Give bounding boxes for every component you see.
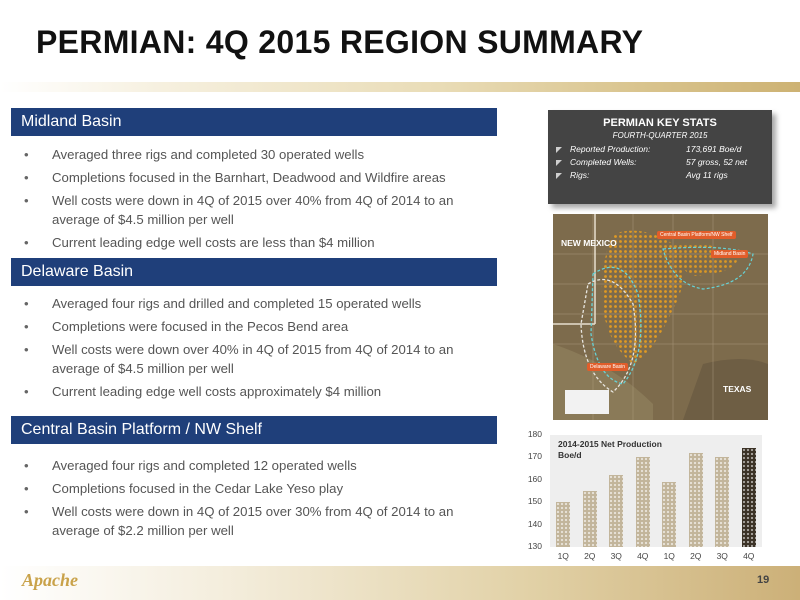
x-tick-label: 4Q <box>743 551 755 561</box>
bullet-icon: • <box>24 384 29 399</box>
bullet-icon: • <box>24 147 29 162</box>
y-tick-label: 140 <box>527 518 542 529</box>
key-stats-subtitle: FOURTH-QUARTER 2015 <box>612 131 708 140</box>
list-item: • Current leading edge well costs approxi… <box>24 384 382 399</box>
y-tick-label: 160 <box>527 473 542 484</box>
page-number: 19 <box>757 574 770 586</box>
bullet-icon: • <box>24 170 29 185</box>
section-header-midland: Midland Basin <box>11 108 497 136</box>
page-title: PERMIAN: 4Q 2015 REGION SUMMARY <box>36 24 644 60</box>
bar <box>662 482 677 547</box>
bar <box>556 502 571 547</box>
y-tick-label: 180 <box>527 429 542 439</box>
x-tick-label: 1Q <box>557 551 569 561</box>
bar <box>741 448 756 547</box>
bullet-icon: • <box>24 235 29 250</box>
map-tag-cbp: Central Basin Platform/NW Shelf <box>657 231 736 239</box>
chart-title: 2014-2015 Net Production Boe/d <box>558 439 662 460</box>
section-header-cbp: Central Basin Platform / NW Shelf <box>11 416 497 444</box>
key-stat-row: Reported Production: 173,691 Boe/d <box>548 144 772 157</box>
title-divider <box>0 82 800 92</box>
x-tick-label: 3Q <box>610 551 622 561</box>
key-stat-label: Rigs: <box>570 170 590 180</box>
list-item: • Completions were focused in the Pecos B… <box>24 319 349 334</box>
x-tick-label: 2Q <box>690 551 702 561</box>
bar <box>609 475 624 547</box>
key-stat-row: Rigs: Avg 11 rigs <box>548 170 772 183</box>
bar <box>582 491 597 547</box>
footer-band <box>0 566 800 600</box>
list-item: • Completions focused in the Cedar Lake Y… <box>24 481 344 496</box>
x-tick-label: 4Q <box>637 551 649 561</box>
bullet-icon: • <box>24 504 29 519</box>
bullet-icon: • <box>24 319 29 334</box>
list-item: • Averaged four rigs and drilled and comp… <box>24 296 422 311</box>
production-bar-chart: 2014-2015 Net Production Boe/d 130 140 150… <box>520 425 772 565</box>
key-stats-title: PERMIAN KEY STATS <box>603 117 717 129</box>
list-item: • Well costs were down in 4Q of 2015 over… <box>24 504 454 538</box>
triangle-bullet-icon <box>556 173 562 179</box>
list-item: • Well costs were down in 4Q of 2015 over… <box>24 193 454 227</box>
x-tick-label: 2Q <box>584 551 596 561</box>
y-tick-label: 150 <box>527 496 542 507</box>
company-logo: Apache <box>22 570 78 590</box>
list-item: • Completions focused in the Barnhart, De… <box>24 170 446 185</box>
bullet-icon: • <box>24 458 29 473</box>
map-graphic <box>553 214 768 420</box>
list-item: • Averaged three rigs and completed 30 op… <box>24 147 365 162</box>
map-label-new-mexico: NEW MEXICO <box>561 238 617 248</box>
map-tag-delaware: Delaware Basin <box>587 363 629 371</box>
list-item: • Averaged four rigs and completed 12 ope… <box>24 458 357 473</box>
triangle-bullet-icon <box>556 147 562 153</box>
key-stat-label: Reported Production: <box>570 144 651 154</box>
bar <box>635 457 650 547</box>
bullet-list-cbp: • Averaged four rigs and completed 12 ope… <box>22 456 492 544</box>
key-stat-value: Avg 11 rigs <box>686 170 728 180</box>
bullet-icon: • <box>24 481 29 496</box>
key-stat-row: Completed Wells: 57 gross, 52 net <box>548 157 772 170</box>
y-tick-label: 170 <box>527 451 542 462</box>
bar <box>688 452 703 547</box>
section-header-delaware: Delaware Basin <box>11 258 497 286</box>
x-tick-label: 3Q <box>716 551 728 561</box>
permian-map: NEW MEXICO TEXAS Central Basin Platform/… <box>553 214 768 420</box>
list-item: • Current leading edge well costs are les… <box>24 235 375 250</box>
bullet-icon: • <box>24 296 29 311</box>
map-legend <box>565 390 609 414</box>
bullet-list-midland: • Averaged three rigs and completed 30 op… <box>22 145 492 256</box>
map-tag-midland: Midland Basin <box>711 250 749 258</box>
key-stats-box: PERMIAN KEY STATS FOURTH-QUARTER 2015 Re… <box>548 110 772 204</box>
x-tick-label: 1Q <box>663 551 675 561</box>
y-tick-label: 130 <box>527 541 542 551</box>
key-stat-label: Completed Wells: <box>570 157 637 167</box>
bullet-icon: • <box>24 193 29 208</box>
key-stat-value: 57 gross, 52 net <box>686 157 747 167</box>
bullet-icon: • <box>24 342 29 357</box>
map-label-texas: TEXAS <box>723 384 752 394</box>
triangle-bullet-icon <box>556 160 562 166</box>
bullet-list-delaware: • Averaged four rigs and drilled and comp… <box>22 294 492 405</box>
list-item: • Well costs were down over 40% in 4Q of … <box>24 342 454 376</box>
key-stat-value: 173,691 Boe/d <box>686 144 742 154</box>
bar <box>715 457 730 547</box>
